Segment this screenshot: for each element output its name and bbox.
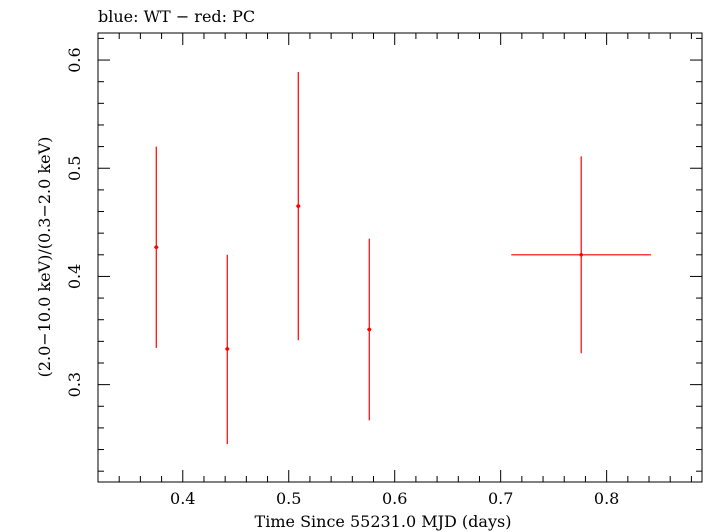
data-point	[511, 156, 652, 354]
y-tick-label: 0.5	[65, 156, 84, 181]
x-tick-label: 0.6	[382, 489, 407, 508]
data-point	[154, 146, 159, 348]
x-tick-label: 0.4	[170, 489, 195, 508]
chart-title: blue: WT − red: PC	[98, 7, 255, 26]
x-axis-label: Time Since 55231.0 MJD (days)	[255, 512, 512, 531]
point-marker	[225, 347, 230, 351]
x-tick-label: 0.7	[488, 489, 513, 508]
point-marker	[579, 252, 583, 257]
plot-frame	[97, 32, 703, 483]
y-axis-label: (2.0−10.0 keV)/(0.3−2.0 keV)	[35, 137, 54, 378]
y-tick-label: 0.6	[65, 47, 84, 72]
y-tick-label: 0.3	[65, 372, 84, 397]
y-tick-label: 0.4	[65, 264, 84, 289]
point-marker	[367, 327, 372, 332]
data-point	[367, 238, 372, 421]
data-point	[225, 254, 230, 445]
point-marker	[154, 245, 159, 250]
data-points	[154, 71, 652, 445]
y-axis-ticks: 0.3 0.4 0.5 0.6	[65, 37, 702, 472]
point-marker	[296, 204, 301, 208]
x-tick-label: 0.8	[594, 489, 619, 508]
x-tick-label: 0.5	[276, 489, 301, 508]
x-axis-ticks: 0.4 0.5 0.6 0.7 0.8	[97, 33, 692, 508]
data-point	[296, 71, 301, 341]
